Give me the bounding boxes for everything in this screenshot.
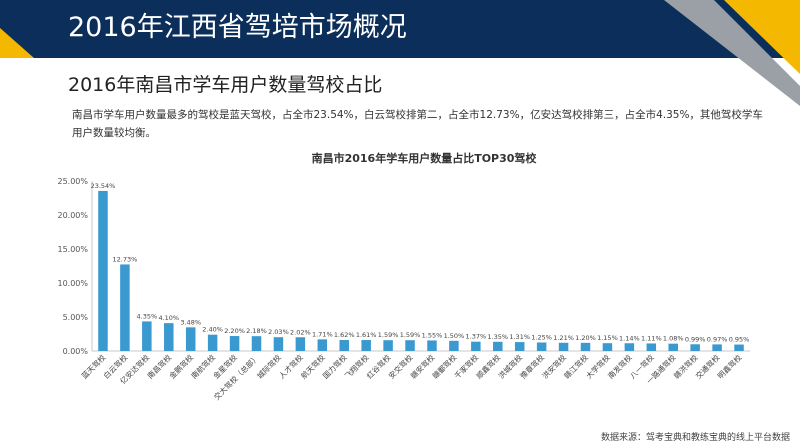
- data-label: 2.18%: [246, 327, 267, 335]
- bar: [405, 340, 415, 351]
- data-label: 1.31%: [509, 333, 530, 341]
- slide-subtitle: 2016年南昌市学车用户数量驾校占比: [68, 74, 383, 96]
- bar: [646, 343, 657, 351]
- bar: [493, 341, 503, 351]
- bar: [536, 342, 547, 351]
- data-label: 2.03%: [268, 328, 289, 336]
- data-label: 4.10%: [158, 314, 179, 322]
- y-tick-label: 5.00%: [63, 313, 89, 322]
- bar: [361, 340, 371, 351]
- data-label: 3.48%: [180, 318, 201, 326]
- header-bar: [0, 0, 800, 58]
- bar: [734, 344, 744, 351]
- bar: [142, 321, 152, 351]
- bar: [120, 264, 130, 351]
- data-label: 1.21%: [553, 334, 574, 342]
- data-label: 1.55%: [422, 331, 443, 339]
- bar-chart: 南昌市2016年学车用户数量占比TOP30驾校 0.00% 5.00% 10.00%…: [57, 151, 750, 402]
- bar: [251, 336, 262, 351]
- bar: [624, 343, 635, 351]
- data-label: 1.15%: [597, 334, 618, 342]
- y-tick-label: 15.00%: [57, 245, 88, 254]
- bar: [164, 323, 174, 351]
- bar: [580, 342, 591, 351]
- bar: [229, 336, 240, 351]
- bar: [602, 343, 613, 351]
- data-label: 1.62%: [334, 331, 355, 339]
- data-label: 1.59%: [400, 331, 421, 339]
- bar: [207, 334, 218, 351]
- y-tick-label: 0.00%: [63, 347, 89, 356]
- x-tick-label: 明鑫驾校: [715, 352, 744, 381]
- data-label: 2.40%: [202, 326, 223, 334]
- y-tick-label: 20.00%: [57, 211, 88, 220]
- chart-title: 南昌市2016年学车用户数量占比TOP30驾校: [312, 151, 538, 165]
- data-label: 1.25%: [531, 334, 552, 342]
- data-label: 2.02%: [290, 328, 311, 336]
- data-label: 1.35%: [487, 333, 508, 341]
- bar: [185, 327, 196, 351]
- data-label: 0.99%: [685, 335, 706, 343]
- header-decoration: [0, 0, 800, 106]
- data-label: 1.37%: [466, 333, 487, 341]
- data-source-note: 数据来源：驾考宝典和教练宝典的线上平台数据: [600, 433, 790, 443]
- data-label: 1.50%: [444, 332, 465, 340]
- yellow-right-stripe: [724, 0, 800, 74]
- data-label: 1.14%: [619, 334, 640, 342]
- bar: [383, 340, 393, 351]
- data-label: 1.20%: [575, 334, 596, 342]
- data-label: 4.35%: [137, 312, 158, 320]
- bar: [471, 341, 481, 351]
- y-tick-label: 25.00%: [57, 177, 88, 186]
- data-label: 1.08%: [663, 335, 684, 343]
- bar: [295, 337, 306, 351]
- bar: [558, 342, 569, 351]
- bar: [668, 343, 678, 351]
- data-label: 1.11%: [641, 334, 662, 342]
- data-label: 23.54%: [91, 182, 116, 190]
- yellow-left-triangle: [0, 28, 34, 58]
- bar: [317, 339, 328, 351]
- slide-description: 南昌市学车用户数量最多的驾校是蓝天驾校，占全市23.54%，白云驾校排第二，占全…: [72, 109, 763, 139]
- bar: [339, 339, 349, 351]
- data-label: 1.61%: [356, 331, 377, 339]
- data-label: 2.20%: [224, 327, 245, 335]
- bar: [514, 342, 525, 351]
- bar: [690, 344, 700, 351]
- data-label: 0.97%: [707, 335, 728, 343]
- bar: [273, 337, 284, 351]
- data-label: 12.73%: [113, 255, 138, 263]
- gray-right-stripe: [664, 0, 800, 106]
- bar: [427, 340, 437, 351]
- data-label: 1.59%: [378, 331, 399, 339]
- data-label: 1.71%: [312, 330, 333, 338]
- bar: [712, 344, 722, 351]
- bar: [98, 190, 108, 351]
- bar: [449, 340, 459, 351]
- data-label: 0.95%: [729, 336, 750, 344]
- slide-title: 2016年江西省驾培市场概况: [68, 12, 407, 43]
- y-tick-label: 10.00%: [57, 279, 88, 288]
